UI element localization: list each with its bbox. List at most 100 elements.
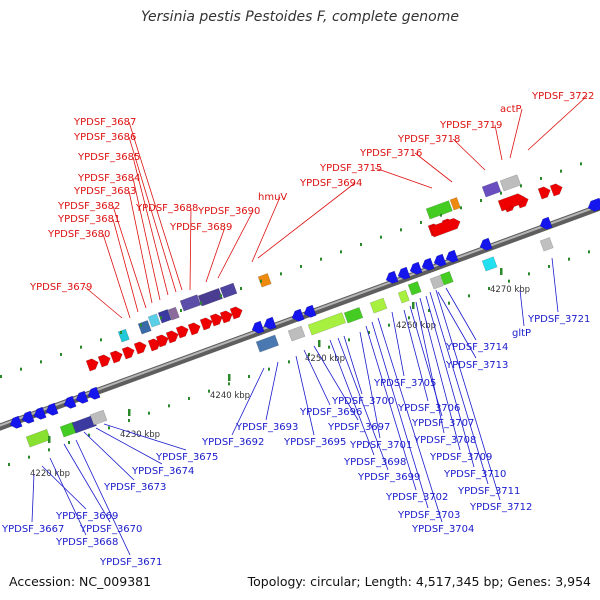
scale-dot — [148, 411, 150, 415]
leader-line — [31, 473, 35, 523]
forward-gene-label[interactable]: actP — [500, 104, 522, 115]
major-tick — [318, 340, 321, 347]
scale-dot — [208, 389, 210, 393]
tick-label: 4240 kbp — [210, 391, 250, 401]
forward-gene-label[interactable]: YPDSF_3680 — [47, 229, 110, 240]
reverse-gene-label[interactable]: YPDSF_3670 — [79, 524, 142, 535]
leader-line — [132, 177, 161, 301]
scale-dot — [328, 345, 330, 349]
reverse-gene-label[interactable]: YPDSF_3706 — [397, 403, 460, 414]
leader-line — [452, 138, 486, 171]
forward-gene-label[interactable]: YPDSF_3722 — [531, 91, 594, 102]
reverse-gene-label[interactable]: gltP — [512, 328, 531, 339]
leader-line — [329, 339, 375, 456]
reverse-gene-label[interactable]: YPDSF_3674 — [131, 466, 194, 477]
major-tick — [48, 436, 51, 443]
forward-gene-label[interactable]: YPDSF_3679 — [29, 282, 92, 293]
forward-gene-label[interactable]: YPDSF_3689 — [169, 222, 232, 233]
forward-gene-label[interactable]: YPDSF_3682 — [57, 201, 120, 212]
gene-box — [219, 282, 238, 299]
reverse-gene-label[interactable]: YPDSF_3710 — [443, 469, 506, 480]
forward-gene-label[interactable]: YPDSF_3688 — [135, 203, 198, 214]
scale-dot — [0, 375, 2, 378]
scale-dot — [100, 338, 102, 342]
leader-line — [231, 367, 265, 436]
forward-gene-label[interactable]: YPDSF_3687 — [73, 117, 136, 128]
reverse-gene-label[interactable]: YPDSF_3693 — [235, 422, 298, 433]
scale-dot — [228, 382, 230, 386]
forward-gene-label[interactable]: YPDSF_3715 — [319, 163, 382, 174]
reverse-gene-label[interactable]: YPDSF_3675 — [155, 452, 218, 463]
reverse-gene — [291, 308, 305, 322]
leader-line — [265, 361, 279, 421]
scale-dot — [468, 294, 470, 298]
leader-line — [414, 152, 453, 183]
forward-gene-label[interactable]: YPDSF_3690 — [197, 206, 260, 217]
reverse-gene-label[interactable]: YPDSF_3712 — [469, 502, 532, 513]
forward-gene-label[interactable]: YPDSF_3685 — [77, 152, 140, 163]
reverse-gene-label[interactable]: YPDSF_3695 — [283, 437, 346, 448]
accession-label: Accession: NC_009381 — [9, 574, 152, 589]
reverse-gene-label[interactable]: YPDSF_3708 — [413, 435, 476, 446]
reverse-gene-label[interactable]: YPDSF_3702 — [385, 492, 448, 503]
forward-gene-label[interactable]: YPDSF_3683 — [73, 186, 136, 197]
forward-gene-label[interactable]: YPDSF_3684 — [77, 173, 140, 184]
scale-dot — [120, 331, 122, 334]
reverse-gene-label[interactable]: YPDSF_3700 — [331, 396, 394, 407]
scale-dot — [580, 162, 582, 166]
forward-gene-label[interactable]: hmuV — [258, 192, 287, 203]
reverse-gene-label[interactable]: YPDSF_3696 — [299, 407, 362, 418]
reverse-gene-label[interactable]: YPDSF_3711 — [457, 486, 520, 497]
reverse-gene-label[interactable]: YPDSF_3714 — [445, 342, 508, 353]
reverse-gene-label[interactable]: YPDSF_3669 — [55, 511, 118, 522]
reverse-gene — [45, 402, 59, 416]
reverse-gene-label[interactable]: YPDSF_3673 — [103, 482, 166, 493]
reverse-gene — [21, 410, 35, 424]
reverse-gene-label[interactable]: YPDSF_3668 — [55, 537, 118, 548]
gene-box — [307, 312, 347, 336]
forward-gene-label[interactable]: YPDSF_3719 — [439, 120, 502, 131]
scale-dot — [320, 257, 322, 261]
reverse-gene-label[interactable]: YPDSF_3699 — [357, 472, 420, 483]
leader-line — [112, 218, 139, 313]
scale-dot — [220, 294, 222, 298]
forward-gene — [209, 313, 223, 327]
leader-line — [374, 167, 433, 189]
reverse-gene-label[interactable]: YPDSF_3692 — [201, 437, 264, 448]
reverse-gene-label[interactable]: YPDSF_3667 — [1, 524, 64, 535]
forward-gene — [165, 330, 179, 344]
reverse-gene-label[interactable]: YPDSF_3698 — [343, 457, 406, 468]
forward-gene-label[interactable]: YPDSF_3681 — [57, 214, 120, 225]
scale-dot — [260, 279, 262, 283]
gene-box — [287, 325, 306, 342]
reverse-gene-label[interactable]: YPDSF_3671 — [99, 557, 162, 568]
reverse-gene-label[interactable]: YPDSF_3704 — [411, 524, 474, 535]
reverse-gene — [63, 395, 77, 409]
forward-gene-label[interactable]: YPDSF_3686 — [73, 132, 136, 143]
forward-gene-label[interactable]: YPDSF_3718 — [397, 134, 460, 145]
reverse-gene-label[interactable]: YPDSF_3703 — [397, 510, 460, 521]
leader-line — [132, 156, 169, 296]
reverse-gene-label[interactable]: YPDSF_3701 — [349, 440, 412, 451]
reverse-gene — [397, 266, 411, 280]
reverse-gene-label[interactable]: YPDSF_3721 — [527, 314, 590, 325]
gene-box — [117, 328, 130, 343]
forward-gene — [121, 346, 135, 360]
reverse-gene-label[interactable]: YPDSF_3705 — [373, 378, 436, 389]
leader-line — [128, 121, 183, 291]
forward-gene-label[interactable]: YPDSF_3694 — [299, 178, 362, 189]
leader-line — [359, 331, 381, 439]
reverse-gene-label[interactable]: YPDSF_3697 — [327, 422, 390, 433]
genome-summary-label: Topology: circular; Length: 4,517,345 bp… — [247, 574, 591, 589]
leader-line — [128, 136, 177, 293]
scale-dot — [268, 367, 270, 371]
scale-dot — [588, 250, 590, 254]
gene-box — [499, 174, 522, 192]
scale-dot — [188, 397, 190, 400]
reverse-gene-label[interactable]: YPDSF_3709 — [429, 452, 492, 463]
reverse-gene-label[interactable]: YPDSF_3713 — [445, 360, 508, 371]
reverse-gene-label[interactable]: YPDSF_3707 — [411, 418, 474, 429]
forward-gene-label[interactable]: YPDSF_3716 — [359, 148, 422, 159]
gene-box — [343, 307, 364, 324]
